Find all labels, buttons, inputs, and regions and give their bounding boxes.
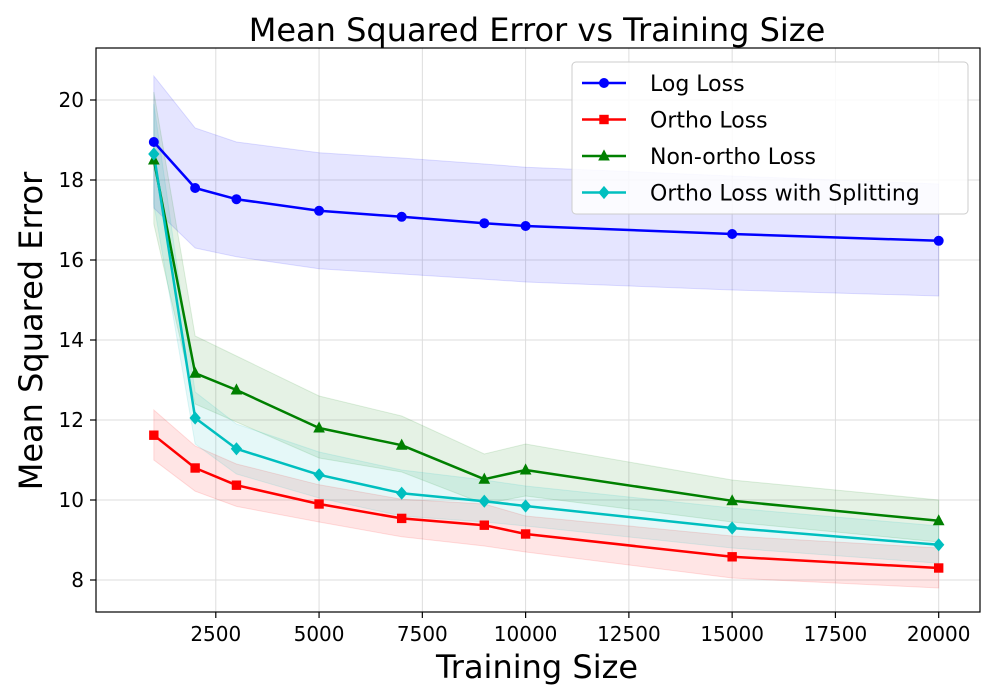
legend-marker-ortho-loss-with-splitting [598,185,610,200]
ortho-loss-with-splitting-point [189,411,201,425]
legend-label-ortho-loss-with-splitting: Ortho Loss with Splitting [650,182,920,207]
ortho-loss-point [149,430,159,440]
non-ortho-loss-point [395,438,408,450]
y-tick-label: 14 [59,328,84,352]
x-tick-label: 2500 [190,622,241,646]
non-ortho-loss-point [478,472,491,484]
non-ortho-loss-point [726,494,738,506]
y-tick-label: 12 [59,408,84,432]
log-loss-point [396,211,407,222]
legend-label-non-ortho-loss: Non-ortho Loss [650,145,816,170]
log-loss-point [231,194,242,205]
ortho-loss-with-splitting-band [153,103,940,564]
log-loss-point [190,183,201,193]
y-tick-label: 18 [59,168,84,192]
ortho-loss-point [396,513,407,524]
log-loss-point [727,229,738,239]
ortho-loss-point [727,552,737,562]
non-ortho-loss-point [189,366,201,378]
ortho-loss-band [153,408,940,589]
legend-label-log-loss: Log Loss [650,72,745,97]
ortho-loss-with-splitting-point [148,147,160,161]
ortho-loss-point [190,463,200,473]
ortho-loss-point [314,499,324,509]
axis-ticks: 2500 5000 7500 10000 12500 15000 17500 20000 8 10… [59,88,971,646]
ortho-loss-with-splitting-point [478,494,490,508]
ortho-loss-with-splitting-point [396,486,408,500]
non-ortho-loss-point [313,421,325,433]
y-tick-label: 16 [59,248,84,272]
ortho-loss-with-splitting-point [933,538,945,552]
y-tick-label: 10 [59,488,84,512]
x-tick-label: 10000 [494,622,558,646]
non-ortho-loss-point [932,514,945,526]
log-loss-point [314,205,325,216]
log-loss-point [933,235,944,246]
ortho-loss-point [231,480,242,490]
ortho-loss-point [520,529,531,539]
series-markers [148,137,945,573]
y-tick-label: 8 [71,568,84,592]
ortho-loss-with-splitting-point [519,499,532,513]
non-ortho-loss-point [519,463,532,475]
log-loss-point [520,221,531,231]
ortho-loss-point [933,563,944,573]
x-tick-label: 7500 [397,622,448,646]
x-tick-label: 17500 [804,622,868,646]
legend-marker-non-ortho-loss [598,149,610,161]
confidence-bands [153,74,940,589]
legend-marker-ortho-loss [599,114,609,125]
legend: Log Loss Ortho Loss Non-ortho Loss Ortho Lo… [571,61,969,215]
y-tick-label: 20 [59,88,84,112]
log-loss-point [148,137,159,147]
log-loss-point [479,218,490,229]
ortho-loss-with-splitting-point [230,442,243,456]
y-axis-label: Mean Squared Error [12,171,50,490]
legend-box [571,61,969,215]
non-ortho-loss-point [230,383,243,395]
legend-label-ortho-loss: Ortho Loss [650,109,768,134]
x-tick-label: 12500 [597,622,661,646]
ortho-loss-point [479,520,489,530]
plot-frame [95,47,981,613]
x-tick-label: 5000 [294,622,345,646]
ortho-loss-with-splitting-point [726,521,738,535]
ortho-loss-with-splitting-point [313,468,325,482]
log-loss-band [153,74,940,297]
legend-marker-log-loss [599,78,609,88]
x-tick-label: 20000 [907,622,971,646]
x-tick-label: 15000 [700,622,764,646]
x-axis-label: Training Size [435,648,638,686]
chart-title: Mean Squared Error vs Training Size [249,11,826,49]
